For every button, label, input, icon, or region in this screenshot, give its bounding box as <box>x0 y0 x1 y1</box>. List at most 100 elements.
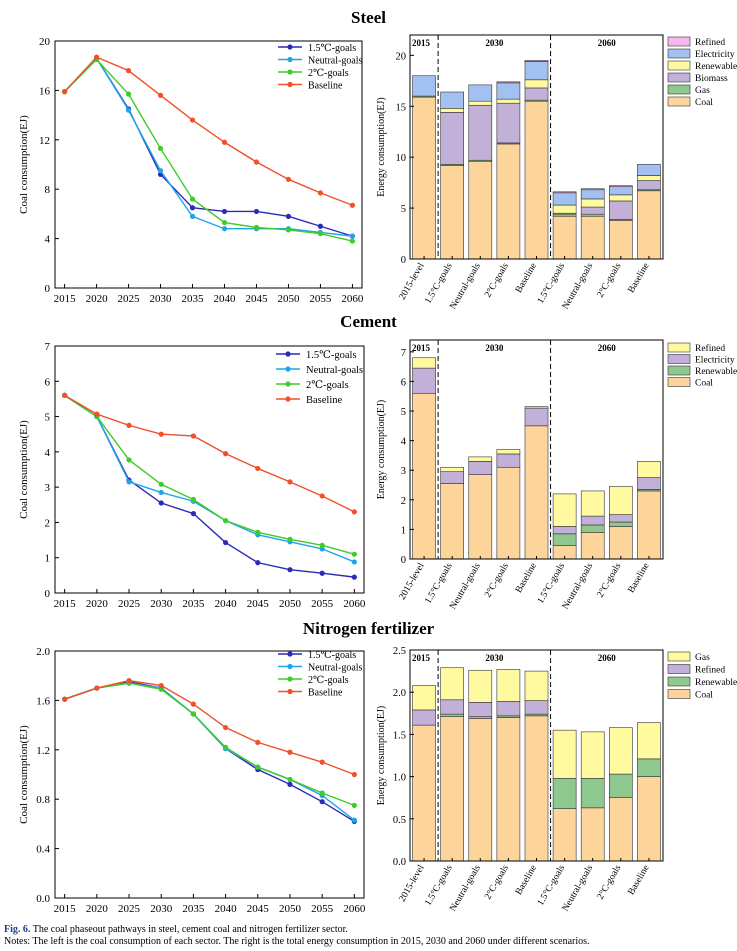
y-tick-label: 5 <box>401 407 406 418</box>
y-tick-label: 20 <box>39 36 51 48</box>
bar-segment <box>552 191 577 194</box>
legend-marker <box>287 81 293 88</box>
legend-label: Baseline <box>308 81 343 92</box>
y-axis-label: Coal consumption(EJ) <box>18 115 30 214</box>
y-tick-label: 0 <box>401 555 406 566</box>
x-tick-label: 2060 <box>343 903 366 915</box>
data-point <box>319 799 325 805</box>
y-tick-label: 7 <box>45 341 51 353</box>
series-line <box>64 57 353 237</box>
bar-segment <box>440 699 464 715</box>
bar-segment <box>580 777 605 809</box>
x-tick-label: 2050 <box>277 293 300 305</box>
y-tick-label: 1.2 <box>36 745 50 757</box>
bar-segment <box>637 758 661 777</box>
data-point <box>349 202 356 208</box>
figure-caption: Fig. 6. The coal phaseout pathways in st… <box>4 924 734 948</box>
legend-label: Electricity <box>695 50 735 60</box>
bar-segment <box>412 75 436 97</box>
legend-marker <box>287 676 293 682</box>
y-tick-label: 1.5 <box>393 730 406 741</box>
group-label: 2060 <box>598 38 617 48</box>
data-point <box>287 567 293 573</box>
data-point <box>157 168 164 174</box>
data-point <box>351 559 357 565</box>
y-tick-label: 0.0 <box>393 857 406 868</box>
legend-swatch <box>667 84 691 95</box>
data-point <box>158 682 164 689</box>
bar-segment <box>609 727 633 775</box>
y-tick-label: 3 <box>45 482 51 494</box>
data-point <box>189 213 196 219</box>
legend-label: Renewable <box>695 62 737 72</box>
data-point <box>287 781 293 787</box>
group-label: 2015 <box>412 38 431 48</box>
bar-segment <box>552 777 577 809</box>
nitrogen-fertilizer-title: Nitrogen fertilizer <box>302 619 435 638</box>
data-point <box>125 107 132 113</box>
data-point <box>126 457 132 463</box>
plot-frame <box>54 650 365 899</box>
y-tick-label: 0.0 <box>36 893 50 905</box>
data-point <box>221 219 228 226</box>
bar-segment <box>637 461 661 478</box>
data-point <box>287 749 293 755</box>
bar-segment <box>496 81 521 84</box>
bar-segment <box>552 729 577 779</box>
data-point <box>349 238 356 244</box>
data-point <box>157 92 164 98</box>
bar-segment <box>580 731 605 779</box>
data-point <box>349 233 356 239</box>
y-tick-label: 1.0 <box>393 773 406 784</box>
x-tick-label: 2060 <box>343 598 366 610</box>
bar-segment <box>524 60 549 62</box>
data-point <box>287 536 293 542</box>
data-point <box>125 91 132 97</box>
x-tick-label: 2030 <box>150 293 173 305</box>
category-label: 2°C-goals <box>482 863 511 902</box>
bar-segment <box>496 717 521 862</box>
x-tick-label: 2015 <box>54 598 77 610</box>
figure-notes: Notes: The left is the coal consumption … <box>4 936 590 947</box>
y-axis-label: Coal consumption(EJ) <box>18 420 30 519</box>
legend-label: Neutral-goals <box>308 56 363 67</box>
bar-segment <box>524 715 549 862</box>
legend-label: 2℃-goals <box>308 675 349 686</box>
y-tick-label: 16 <box>39 85 51 97</box>
x-tick-label: 2020 <box>86 598 109 610</box>
group-label: 2015 <box>412 343 431 353</box>
group-label: 2030 <box>485 653 504 663</box>
data-point <box>351 574 357 580</box>
x-tick-label: 2055 <box>311 598 334 610</box>
data-point <box>61 89 68 95</box>
cement-title: Cement <box>340 312 397 331</box>
legend-marker <box>287 56 293 63</box>
legend-label: Renewable <box>695 678 737 688</box>
y-tick-label: 20 <box>396 51 407 62</box>
y-tick-label: 6 <box>45 376 51 388</box>
figure-caption-text: The coal phaseout pathways in steel, cem… <box>32 924 348 935</box>
y-tick-label: 2 <box>45 517 51 529</box>
series-line <box>64 58 353 242</box>
data-point <box>222 744 229 750</box>
legend-label: Electricity <box>695 356 735 366</box>
data-point <box>351 551 357 557</box>
data-point <box>126 678 132 684</box>
data-point <box>255 739 261 745</box>
data-point <box>157 145 164 152</box>
bar-segment <box>440 466 464 472</box>
series-line <box>64 682 355 807</box>
figure-label: Fig. 6. <box>4 924 31 935</box>
legend-label: 1.5℃-goals <box>308 43 356 54</box>
legend-swatch <box>667 664 691 674</box>
series-line <box>64 394 355 513</box>
y-axis-label: Energy consumption(EJ) <box>376 706 387 806</box>
legend-label: 1.5℃-goals <box>308 650 356 661</box>
group-label: 2060 <box>598 653 617 663</box>
legend-marker <box>287 663 293 670</box>
x-tick-label: 2015 <box>54 293 77 305</box>
x-tick-label: 2020 <box>86 903 109 915</box>
